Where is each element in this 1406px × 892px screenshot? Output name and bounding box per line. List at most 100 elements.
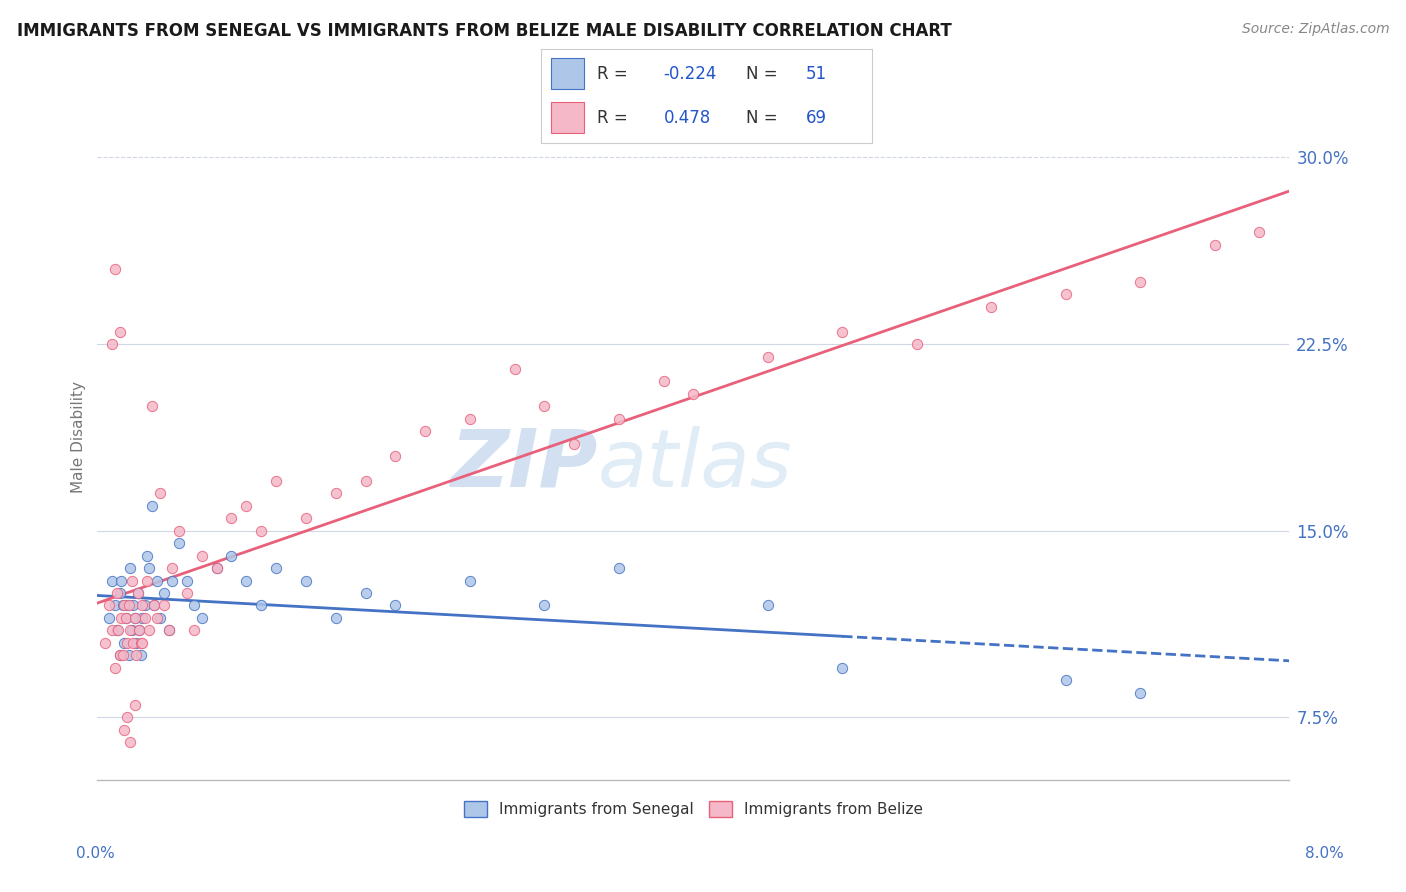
Point [146, 574, 169, 588]
Point [756, 599, 779, 613]
Point [110, 611, 132, 625]
Point [105, 624, 128, 638]
Text: IMMIGRANTS FROM SENEGAL VS IMMIGRANTS FROM BELIZE MALE DISABILITY CORRELATION CH: IMMIGRANTS FROM SENEGAL VS IMMIGRANTS FR… [17, 22, 952, 40]
Point [112, 636, 135, 650]
Point [607, 561, 630, 575]
Text: 8.0%: 8.0% [1305, 847, 1344, 861]
Point [121, 624, 143, 638]
Point [458, 574, 481, 588]
Point [104, 262, 127, 277]
Point [110, 574, 132, 588]
Point [114, 611, 136, 625]
Point [250, 599, 273, 613]
Text: 51: 51 [806, 65, 827, 83]
Point [112, 599, 135, 613]
Point [153, 586, 176, 600]
Point [111, 599, 134, 613]
Point [117, 648, 139, 663]
Point [1054, 673, 1077, 687]
Point [124, 611, 146, 625]
Point [112, 723, 135, 737]
Point [190, 611, 212, 625]
Point [122, 599, 145, 613]
Point [134, 611, 156, 625]
Point [295, 511, 318, 525]
Point [143, 599, 166, 613]
Point [131, 636, 153, 650]
Point [384, 449, 406, 463]
Point [149, 486, 172, 500]
Point [1249, 225, 1271, 239]
Point [129, 648, 152, 663]
FancyBboxPatch shape [551, 59, 585, 89]
Point [235, 574, 257, 588]
Point [190, 549, 212, 563]
Point [122, 636, 145, 650]
Point [183, 624, 205, 638]
Point [325, 611, 347, 625]
Point [115, 599, 138, 613]
Point [160, 574, 183, 588]
Point [125, 636, 148, 650]
Point [121, 574, 143, 588]
Point [264, 474, 287, 488]
Point [128, 624, 150, 638]
Point [176, 586, 198, 600]
Point [129, 636, 152, 650]
Text: atlas: atlas [598, 425, 793, 504]
Point [101, 624, 124, 638]
Text: -0.224: -0.224 [664, 65, 717, 83]
Point [905, 337, 928, 351]
Text: R =: R = [598, 110, 634, 128]
Point [205, 561, 228, 575]
Point [157, 624, 180, 638]
Point [104, 660, 127, 674]
Point [831, 660, 853, 674]
Point [652, 375, 675, 389]
FancyBboxPatch shape [551, 103, 585, 134]
Point [1129, 275, 1152, 289]
Point [533, 400, 555, 414]
Point [153, 599, 176, 613]
Point [980, 300, 1002, 314]
Point [295, 574, 318, 588]
Point [146, 611, 169, 625]
Point [141, 499, 163, 513]
Point [176, 574, 198, 588]
Point [98, 611, 121, 625]
Point [831, 325, 853, 339]
Text: ZIP: ZIP [450, 425, 598, 504]
Point [138, 624, 160, 638]
Point [105, 586, 128, 600]
Point [533, 599, 555, 613]
Text: 0.0%: 0.0% [76, 847, 115, 861]
Point [384, 599, 406, 613]
Text: R =: R = [598, 65, 634, 83]
Point [124, 698, 146, 712]
Point [503, 362, 526, 376]
Point [131, 599, 153, 613]
Point [125, 648, 148, 663]
Point [128, 624, 150, 638]
Point [124, 611, 146, 625]
Point [120, 735, 142, 749]
Point [562, 436, 585, 450]
Point [1054, 287, 1077, 301]
Point [98, 599, 121, 613]
Text: 0.478: 0.478 [664, 110, 711, 128]
Point [117, 599, 139, 613]
Legend: Immigrants from Senegal, Immigrants from Belize: Immigrants from Senegal, Immigrants from… [457, 795, 929, 823]
Point [169, 536, 191, 550]
Point [205, 561, 228, 575]
Point [138, 561, 160, 575]
Point [325, 486, 347, 500]
Point [354, 586, 377, 600]
Point [143, 599, 166, 613]
Point [101, 574, 124, 588]
Point [1204, 237, 1226, 252]
Point [115, 710, 138, 724]
Point [108, 648, 131, 663]
Point [108, 648, 131, 663]
Point [120, 624, 142, 638]
Point [127, 586, 149, 600]
